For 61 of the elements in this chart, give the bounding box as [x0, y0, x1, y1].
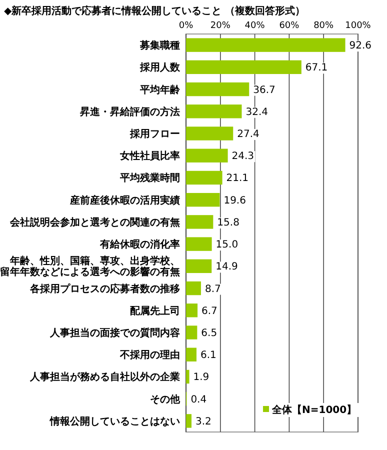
bar — [186, 126, 234, 140]
y-tick-label: 年齢、性別、国籍、専攻、出身学校、留年年数などによる選考への影響の有無 — [0, 255, 180, 278]
bar — [186, 370, 190, 384]
x-tick-label: 60% — [279, 21, 300, 31]
bar — [186, 237, 212, 251]
x-tick-label: 0% — [178, 21, 194, 31]
y-tick-label: 情報公開していることはない — [49, 415, 180, 428]
bar — [186, 82, 250, 96]
bar — [186, 348, 196, 362]
bar — [186, 170, 222, 185]
y-tick-label: 採用人数 — [139, 62, 181, 74]
x-tick-label: 20% — [210, 21, 231, 31]
text: 27.4 — [237, 129, 260, 140]
text: 3.2 — [196, 416, 212, 428]
text: 6.5 — [201, 328, 218, 339]
y-tick-label: 平均残業時間 — [119, 172, 180, 184]
y-tick-label: 募集職種 — [139, 40, 180, 52]
x-tick-label: 80% — [314, 21, 334, 31]
bar — [186, 192, 220, 207]
text: 0.4 — [190, 394, 207, 406]
text: 92.6 — [349, 40, 372, 52]
text: 21.1 — [226, 173, 249, 184]
y-tick-label: 昇進・昇給評価の方法 — [79, 106, 180, 118]
y-tick-label: 不採用の理由 — [119, 349, 180, 362]
bar — [186, 304, 198, 318]
bar — [186, 215, 214, 229]
text: 6.7 — [202, 306, 218, 317]
legend-label: 全体【N=1000】 — [271, 404, 357, 416]
bar — [186, 326, 198, 340]
y-tick-label: 採用フロー — [129, 128, 180, 140]
chart-title: ◆新卒採用活動で応募者に情報公開していること （複数回答形式） — [4, 5, 306, 17]
x-tick-label: 40% — [244, 21, 266, 31]
bar — [186, 60, 302, 74]
y-tick-label: 人事担当が務める自社以外の企業 — [29, 371, 180, 384]
y-tick-label: 人事担当の面接での質問内容 — [49, 327, 180, 339]
y-tick-label: 会社説明会参加と選考との関連の有無 — [9, 216, 180, 228]
y-tick-label: その他 — [150, 393, 181, 406]
text: 15.0 — [216, 240, 238, 251]
y-tick-label: 産前産後休暇の活用実績 — [69, 194, 180, 206]
text: 1.9 — [193, 372, 210, 384]
y-tick-label: 平均年齢 — [139, 84, 181, 96]
bar — [186, 38, 346, 52]
text: 67.1 — [305, 62, 328, 74]
text: 8.7 — [204, 284, 221, 295]
text: 19.6 — [224, 195, 246, 206]
bar — [186, 259, 212, 274]
text: 6.1 — [200, 350, 216, 362]
text: 36.7 — [253, 84, 276, 96]
bar — [186, 148, 228, 162]
y-tick-label: 各採用プロセスの応募者数の推移 — [29, 282, 180, 295]
text: 14.9 — [216, 262, 238, 273]
y-tick-label: 有給休暇の消化率 — [99, 238, 180, 251]
text: 24.3 — [232, 151, 254, 162]
y-tick-label: 女性社員比率 — [119, 150, 180, 162]
bar — [186, 104, 242, 118]
text: 32.4 — [246, 106, 268, 118]
y-tick-label: 配属先上司 — [130, 304, 180, 317]
bar — [186, 414, 192, 428]
bar — [186, 281, 201, 296]
x-tick-label: 100% — [345, 21, 372, 31]
text: 15.8 — [217, 217, 240, 228]
